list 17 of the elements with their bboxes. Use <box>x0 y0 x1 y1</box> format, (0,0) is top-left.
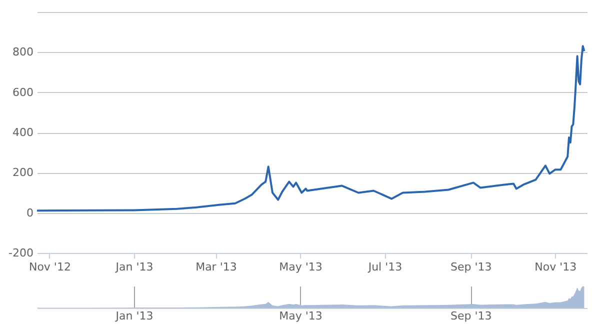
x-tick-label: Mar '13 <box>196 260 237 274</box>
y-tick-label: 400 <box>12 126 34 139</box>
y-tick-label: -200 <box>8 246 34 260</box>
y-tick-label: 0 <box>26 206 34 220</box>
x-tick-label: Jan '13 <box>114 310 154 322</box>
line-series <box>37 45 586 212</box>
x-tick-label: Jan '13 <box>114 260 154 274</box>
y-tick-label: 200 <box>12 166 34 180</box>
x-tick-label: Nov '12 <box>28 260 71 274</box>
x-tick-label: May '13 <box>279 310 322 322</box>
x-tick-label: Nov '13 <box>534 260 577 274</box>
x-tick-label: May '13 <box>279 260 322 274</box>
x-tick-label: Jul '13 <box>367 260 402 274</box>
x-tick-label: Sep '13 <box>450 260 492 274</box>
x-tick-label: Sep '13 <box>450 310 492 322</box>
y-tick-label: 800 <box>12 46 34 59</box>
y-tick-label: 600 <box>12 86 34 99</box>
